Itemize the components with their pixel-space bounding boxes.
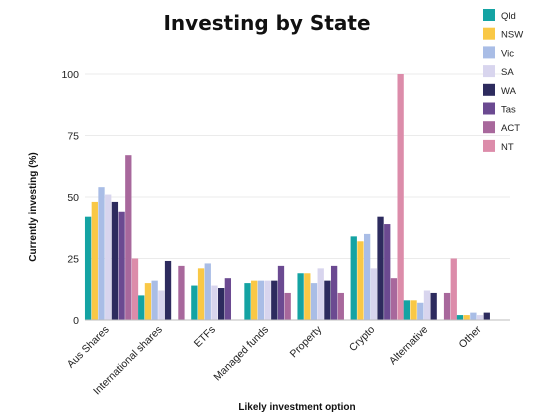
bar-sa bbox=[158, 290, 165, 320]
bar-qld bbox=[456, 315, 464, 320]
bar-tas bbox=[277, 265, 285, 320]
chart-title: Investing by State bbox=[163, 11, 370, 35]
legend-label: Vic bbox=[501, 48, 514, 59]
y-tick-label: 0 bbox=[73, 315, 79, 327]
bar-nsw bbox=[144, 283, 152, 320]
bar-wa bbox=[218, 288, 225, 320]
bar-qld bbox=[297, 273, 304, 320]
x-axis-title: Likely investment option bbox=[238, 402, 355, 413]
bar-tas bbox=[118, 211, 125, 320]
legend-swatch-vic bbox=[483, 46, 495, 59]
legend-label: Qld bbox=[501, 11, 516, 22]
bar-wa bbox=[164, 260, 172, 320]
bar-sa bbox=[370, 268, 377, 320]
bar-nt bbox=[131, 258, 139, 320]
legend-swatch-act bbox=[483, 121, 495, 134]
legend-swatch-tas bbox=[483, 102, 495, 115]
bar-nsw bbox=[304, 273, 311, 320]
bar-sa bbox=[476, 315, 484, 320]
bar-nsw bbox=[91, 201, 98, 320]
bar-tas bbox=[330, 265, 338, 320]
x-tick-label: Alternative bbox=[387, 324, 431, 368]
bar-vic bbox=[363, 233, 371, 320]
bars bbox=[84, 74, 490, 320]
y-axis-ticks: 0 25 50 75 100 bbox=[61, 69, 79, 327]
x-tick-label: Crypto bbox=[347, 324, 377, 354]
bar-wa bbox=[111, 201, 119, 320]
bar-vic bbox=[417, 302, 424, 320]
bar-act bbox=[443, 292, 451, 320]
legend-label: ACT bbox=[501, 123, 520, 134]
y-axis-title: Currently investing (%) bbox=[28, 152, 39, 261]
bar-act bbox=[284, 292, 291, 320]
bar-vic bbox=[98, 187, 105, 320]
legend-swatch-qld bbox=[483, 9, 495, 21]
bar-nsw bbox=[251, 280, 258, 320]
x-tick-label: Other bbox=[457, 323, 484, 350]
bar-qld bbox=[350, 236, 357, 320]
bar-wa bbox=[430, 292, 437, 320]
legend-swatch-nsw bbox=[483, 27, 495, 40]
bar-qld bbox=[84, 216, 92, 320]
bar-sa bbox=[105, 194, 112, 320]
bar-nsw bbox=[357, 241, 364, 320]
legend: Qld NSW Vic SA WA Tas ACT NT bbox=[483, 9, 523, 153]
x-tick-label: ETFs bbox=[192, 324, 218, 350]
bar-vic bbox=[310, 283, 318, 320]
bar-sa bbox=[317, 268, 324, 320]
y-tick-label: 25 bbox=[67, 254, 79, 266]
legend-swatch-nt bbox=[483, 139, 495, 152]
bar-sa bbox=[423, 290, 431, 320]
bar-qld bbox=[244, 283, 251, 320]
legend-label: NT bbox=[501, 142, 514, 153]
bar-vic bbox=[470, 312, 477, 320]
bar-nsw bbox=[197, 268, 205, 320]
bar-wa bbox=[271, 280, 278, 320]
bar-nsw bbox=[463, 315, 470, 320]
bar-nt bbox=[397, 74, 404, 320]
bar-wa bbox=[324, 280, 331, 320]
legend-label: SA bbox=[501, 67, 514, 78]
bar-sa bbox=[211, 285, 218, 320]
legend-swatch-sa bbox=[483, 65, 495, 78]
bar-qld bbox=[403, 300, 411, 320]
bar-act bbox=[337, 292, 344, 320]
x-tick-label: Aus Shares bbox=[65, 324, 112, 371]
legend-label: Tas bbox=[501, 105, 516, 116]
y-tick-label: 50 bbox=[67, 192, 79, 204]
bar-vic bbox=[204, 263, 211, 320]
bar-nt bbox=[450, 258, 457, 320]
x-tick-label: Property bbox=[288, 323, 325, 360]
bar-act bbox=[178, 265, 185, 320]
y-tick-label: 75 bbox=[67, 131, 79, 143]
bar-qld bbox=[138, 295, 145, 320]
legend-label: NSW bbox=[501, 30, 523, 41]
bar-vic bbox=[257, 280, 265, 320]
bar-vic bbox=[151, 280, 158, 320]
bar-qld bbox=[191, 285, 198, 320]
x-tick-label: Managed funds bbox=[211, 324, 271, 384]
bar-act bbox=[390, 278, 398, 320]
bar-wa bbox=[483, 312, 490, 320]
bar-act bbox=[125, 155, 132, 320]
bar-nsw bbox=[410, 300, 417, 320]
bar-tas bbox=[384, 224, 391, 320]
y-tick-label: 100 bbox=[61, 69, 79, 81]
legend-swatch-wa bbox=[483, 83, 495, 96]
legend-label: WA bbox=[501, 86, 517, 97]
bar-wa bbox=[377, 216, 384, 320]
bar-sa bbox=[264, 280, 271, 320]
gridlines bbox=[85, 73, 510, 259]
bar-tas bbox=[224, 278, 232, 320]
